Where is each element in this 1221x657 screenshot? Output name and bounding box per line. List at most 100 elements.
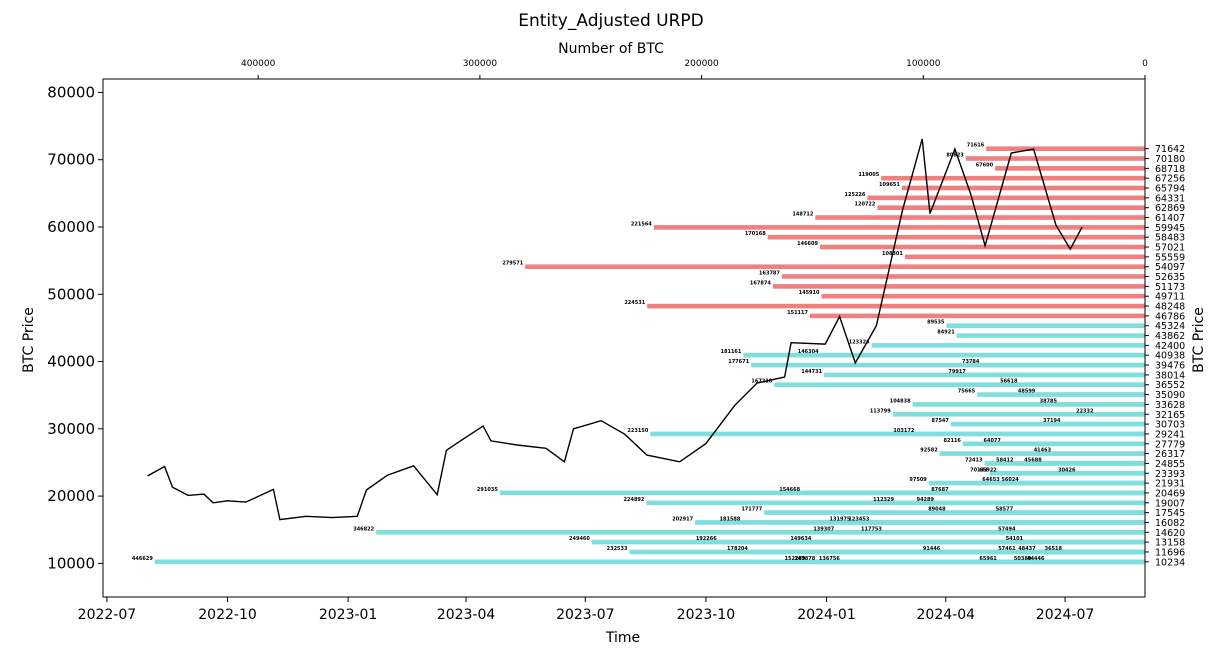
bar-value-label: 147878: [794, 556, 815, 562]
urpd-bar: [852, 520, 1145, 525]
urpd-bar: [802, 490, 1145, 496]
bar-value-label: 224531: [624, 300, 645, 306]
bar-value-label: 167874: [750, 280, 771, 286]
urpd-bar: [1043, 461, 1145, 466]
urpd-bar: [817, 559, 1145, 565]
plot-frame: [102, 78, 1146, 598]
bar-value-label: 65961: [979, 556, 997, 562]
bar-value-label: 89535: [927, 320, 945, 326]
chart-title: Entity_Adjusted URPD: [518, 11, 704, 31]
bar-value-label: 30426: [1058, 467, 1076, 473]
bar-value-label: 36518: [1045, 546, 1063, 552]
bar-value-label: 232533: [607, 546, 628, 552]
urpd-bar: [154, 559, 1146, 565]
bar-value-label: 145910: [799, 290, 820, 296]
right-tick-label: 33628: [1155, 400, 1185, 411]
right-tick-label: 39476: [1155, 361, 1185, 372]
bar-value-label: 44446: [1027, 556, 1045, 562]
urpd-bar: [591, 539, 1145, 545]
urpd-bar: [892, 412, 1145, 417]
price-line: [147, 138, 1083, 521]
right-tick-label: 35090: [1155, 390, 1185, 401]
right-tick-label: 30703: [1155, 420, 1185, 431]
bar-value-label: 202917: [672, 516, 693, 522]
y-tick-label: 50000: [47, 285, 95, 303]
urpd-bar: [1017, 549, 1145, 555]
urpd-bar: [376, 530, 1146, 535]
bar-value-label: 56618: [1000, 379, 1018, 385]
right-tick-label: 13158: [1155, 538, 1185, 549]
urpd-bar: [824, 372, 1145, 378]
urpd-bar: [962, 441, 1145, 447]
bar-value-label: 82116: [943, 438, 961, 444]
bar-value-label: 56024: [1001, 477, 1019, 483]
bar-value-label: 119005: [858, 172, 879, 178]
right-tick-label: 59945: [1155, 223, 1185, 234]
top-tick-label: 200000: [684, 59, 719, 69]
bar-value-label: 22332: [1076, 408, 1094, 414]
bar-value-label: 80823: [946, 153, 964, 159]
right-tick-label: 20469: [1155, 488, 1185, 499]
urpd-bar: [781, 274, 1145, 279]
bar-value-label: 177671: [728, 359, 749, 365]
bar-value-label: 163787: [759, 271, 780, 277]
bar-value-label: 97509: [909, 477, 927, 483]
right-tick-label: 21931: [1155, 479, 1185, 490]
bar-value-label: 58412: [996, 457, 1014, 463]
urpd-bar: [912, 402, 1145, 407]
bar-value-label: 50380: [1014, 556, 1032, 562]
right-tick-label: 26317: [1155, 449, 1185, 460]
urpd-bar: [928, 480, 1145, 486]
y-tick-label: 60000: [47, 218, 95, 236]
bar-value-label: 178204: [727, 546, 748, 552]
bar-value-label: 152289: [785, 556, 806, 562]
urpd-bar: [772, 284, 1145, 289]
right-tick-label: 62869: [1155, 203, 1185, 214]
urpd-bar: [774, 382, 1145, 387]
right-tick-label: 10234: [1155, 557, 1185, 568]
right-tick-label: 51173: [1155, 282, 1185, 293]
right-tick-label: 14620: [1155, 528, 1185, 539]
bar-value-label: 94289: [917, 497, 935, 503]
bar-value-label: 139307: [813, 526, 834, 532]
bar-value-label: 112329: [873, 497, 894, 503]
right-tick-label: 29241: [1155, 429, 1185, 440]
urpd-bar: [1025, 539, 1145, 545]
bar-value-label: 144731: [801, 369, 822, 375]
bar-value-label: 171777: [741, 507, 762, 513]
bar-value-label: 87687: [931, 487, 949, 493]
urpd-bar: [629, 549, 1145, 555]
urpd-bar: [867, 195, 1145, 201]
bar-value-label: 64653: [982, 477, 1000, 483]
urpd-bar: [881, 175, 1145, 181]
bar-value-label: 249460: [569, 536, 590, 542]
urpd-bar: [989, 471, 1145, 476]
bar-value-label: 123453: [848, 516, 869, 522]
right-tick-label: 49711: [1155, 292, 1185, 303]
bar-value-label: 73784: [962, 359, 980, 365]
bar-value-label: 131975: [830, 516, 851, 522]
bar-value-label: 146609: [797, 241, 818, 247]
y-axis-label-right: BTC Price: [1191, 307, 1207, 373]
bar-value-label: 117753: [861, 526, 882, 532]
x-tick-label: 2024-04: [917, 607, 976, 623]
bar-value-label: 223150: [627, 428, 648, 434]
urpd-bar: [986, 146, 1145, 151]
right-tick-label: 67256: [1155, 174, 1185, 185]
urpd-bar: [815, 215, 1145, 220]
right-tick-label: 52635: [1155, 272, 1185, 283]
right-tick-label: 42400: [1155, 341, 1185, 352]
urpd-bar: [939, 451, 1145, 456]
right-tick-label: 16082: [1155, 518, 1185, 529]
bar-value-label: 91446: [923, 546, 941, 552]
urpd-bar: [965, 156, 1145, 161]
bar-value-label: 109651: [879, 182, 900, 188]
btc-price-line: [147, 138, 1083, 521]
axes: 10000 20000 30000 40000 50000 60000 70000 80000…: [47, 59, 1185, 623]
bar-value-label: 89048: [928, 507, 946, 513]
right-tick-label: 23393: [1155, 469, 1185, 480]
urpd-bar: [947, 510, 1145, 515]
bar-value-label: 113799: [870, 408, 891, 414]
